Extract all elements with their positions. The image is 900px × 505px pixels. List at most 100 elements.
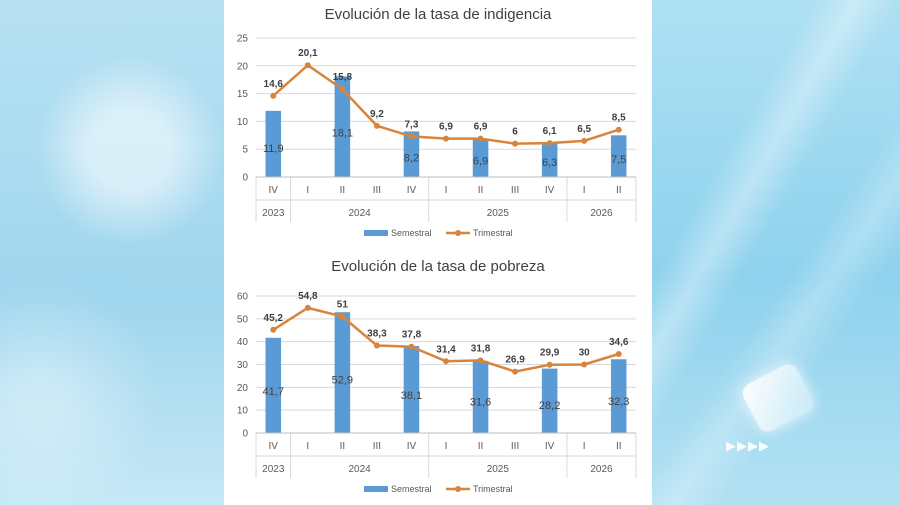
bar (541, 368, 558, 433)
line-point (477, 357, 484, 364)
line-point (546, 140, 553, 147)
line-point (581, 361, 588, 368)
poverty-chart: Evolución de la tasa de pobreza 0 10 20 30 4… (224, 252, 652, 505)
y-tick-label: 15 (237, 89, 249, 100)
year-label: 2024 (349, 208, 372, 219)
bar-data-label: 11,9 (263, 143, 284, 155)
y-tick-label: 25 (237, 34, 249, 45)
bar-data-label: 8,2 (404, 152, 419, 164)
line-data-label: 14,6 (264, 79, 284, 90)
year-label: 2024 (349, 464, 372, 475)
bar-data-label: 32,3 (608, 396, 629, 408)
line-point (477, 135, 484, 142)
bar (403, 346, 420, 433)
year-label: 2023 (262, 464, 285, 475)
line-point (339, 86, 346, 93)
line-point (512, 140, 519, 147)
line-data-label: 26,9 (505, 355, 525, 366)
x-tick-label: I (445, 441, 448, 452)
line-point (443, 358, 449, 365)
line-data-label: 31,8 (471, 343, 491, 354)
x-tick-label: III (511, 441, 519, 452)
x-tick-label: I (445, 185, 448, 196)
y-tick-label: 60 (237, 292, 249, 303)
year-label: 2026 (590, 208, 613, 219)
line-point (408, 133, 415, 140)
line-data-label: 34,6 (609, 337, 629, 348)
line-point (373, 122, 380, 129)
x-tick-label: II (340, 185, 346, 196)
legend-label: Semestral (391, 228, 432, 238)
chart-title: Evolución de la tasa de indigencia (324, 6, 552, 23)
x-tick-label: I (583, 441, 586, 452)
y-tick-label: 30 (237, 360, 249, 371)
bar (265, 110, 282, 177)
x-tick-label: IV (407, 441, 417, 452)
x-tick-label: II (616, 185, 622, 196)
line-data-label: 7,3 (405, 119, 419, 130)
x-tick-label: I (306, 185, 309, 196)
bar (334, 312, 351, 433)
x-tick-label: I (583, 185, 586, 196)
bar (403, 131, 420, 177)
line-data-label: 51 (337, 300, 349, 311)
line-point (373, 342, 380, 349)
y-tick-label: 10 (237, 117, 249, 128)
year-label: 2025 (487, 464, 510, 475)
year-label: 2025 (487, 208, 510, 219)
bar (610, 359, 627, 433)
line-data-label: 45,2 (264, 313, 284, 324)
x-tick-label: III (511, 185, 519, 196)
chart-title: Evolución de la tasa de pobreza (331, 258, 545, 275)
arrow-decoration-icon: ▶▶▶▶ (726, 438, 770, 453)
line-data-label: 8,5 (612, 113, 626, 124)
line-point (304, 62, 311, 69)
bar (541, 141, 558, 177)
bar-data-label: 7,5 (611, 154, 626, 166)
background-right-decoration (652, 0, 900, 505)
line-point (615, 126, 622, 133)
line-point (339, 313, 346, 320)
line-data-label: 6,9 (474, 122, 488, 133)
glass-cube-decoration (739, 360, 817, 436)
x-tick-label: IV (269, 185, 279, 196)
legend-swatch-point (455, 230, 461, 236)
line-data-label: 6,1 (543, 126, 557, 137)
legend-label: Trimestral (473, 484, 513, 494)
line-data-label: 20,1 (298, 48, 318, 59)
line-point (304, 304, 311, 311)
legend-swatch-bar (364, 486, 388, 492)
bar (472, 138, 489, 177)
bar-data-label: 31,6 (470, 397, 491, 409)
x-tick-label: II (478, 441, 484, 452)
x-tick-label: III (373, 185, 381, 196)
bar-data-label: 52,9 (332, 375, 353, 387)
line-point (270, 92, 277, 99)
legend-swatch-point (455, 486, 461, 492)
line-point (546, 361, 553, 368)
line-point (581, 137, 588, 144)
legend-label: Semestral (391, 484, 432, 494)
bar-data-label: 18,1 (332, 128, 353, 140)
legend-swatch-bar (364, 230, 388, 236)
line-data-label: 38,3 (367, 329, 387, 340)
x-tick-label: IV (545, 185, 555, 196)
x-tick-label: IV (545, 441, 555, 452)
line-point (270, 326, 277, 333)
line-data-label: 6 (512, 127, 518, 138)
y-tick-label: 20 (237, 383, 249, 394)
y-tick-label: 10 (237, 406, 249, 417)
y-tick-label: 5 (242, 145, 248, 156)
background-left-decoration (0, 0, 224, 505)
line-data-label: 30 (579, 348, 591, 359)
x-tick-label: I (306, 441, 309, 452)
y-tick-label: 0 (242, 429, 248, 440)
bar-data-label: 41,7 (263, 386, 284, 398)
line-data-label: 29,9 (540, 348, 560, 359)
line-data-label: 15,8 (333, 72, 353, 83)
x-tick-label: III (373, 441, 381, 452)
y-tick-label: 50 (237, 314, 249, 325)
y-tick-label: 0 (242, 173, 248, 184)
